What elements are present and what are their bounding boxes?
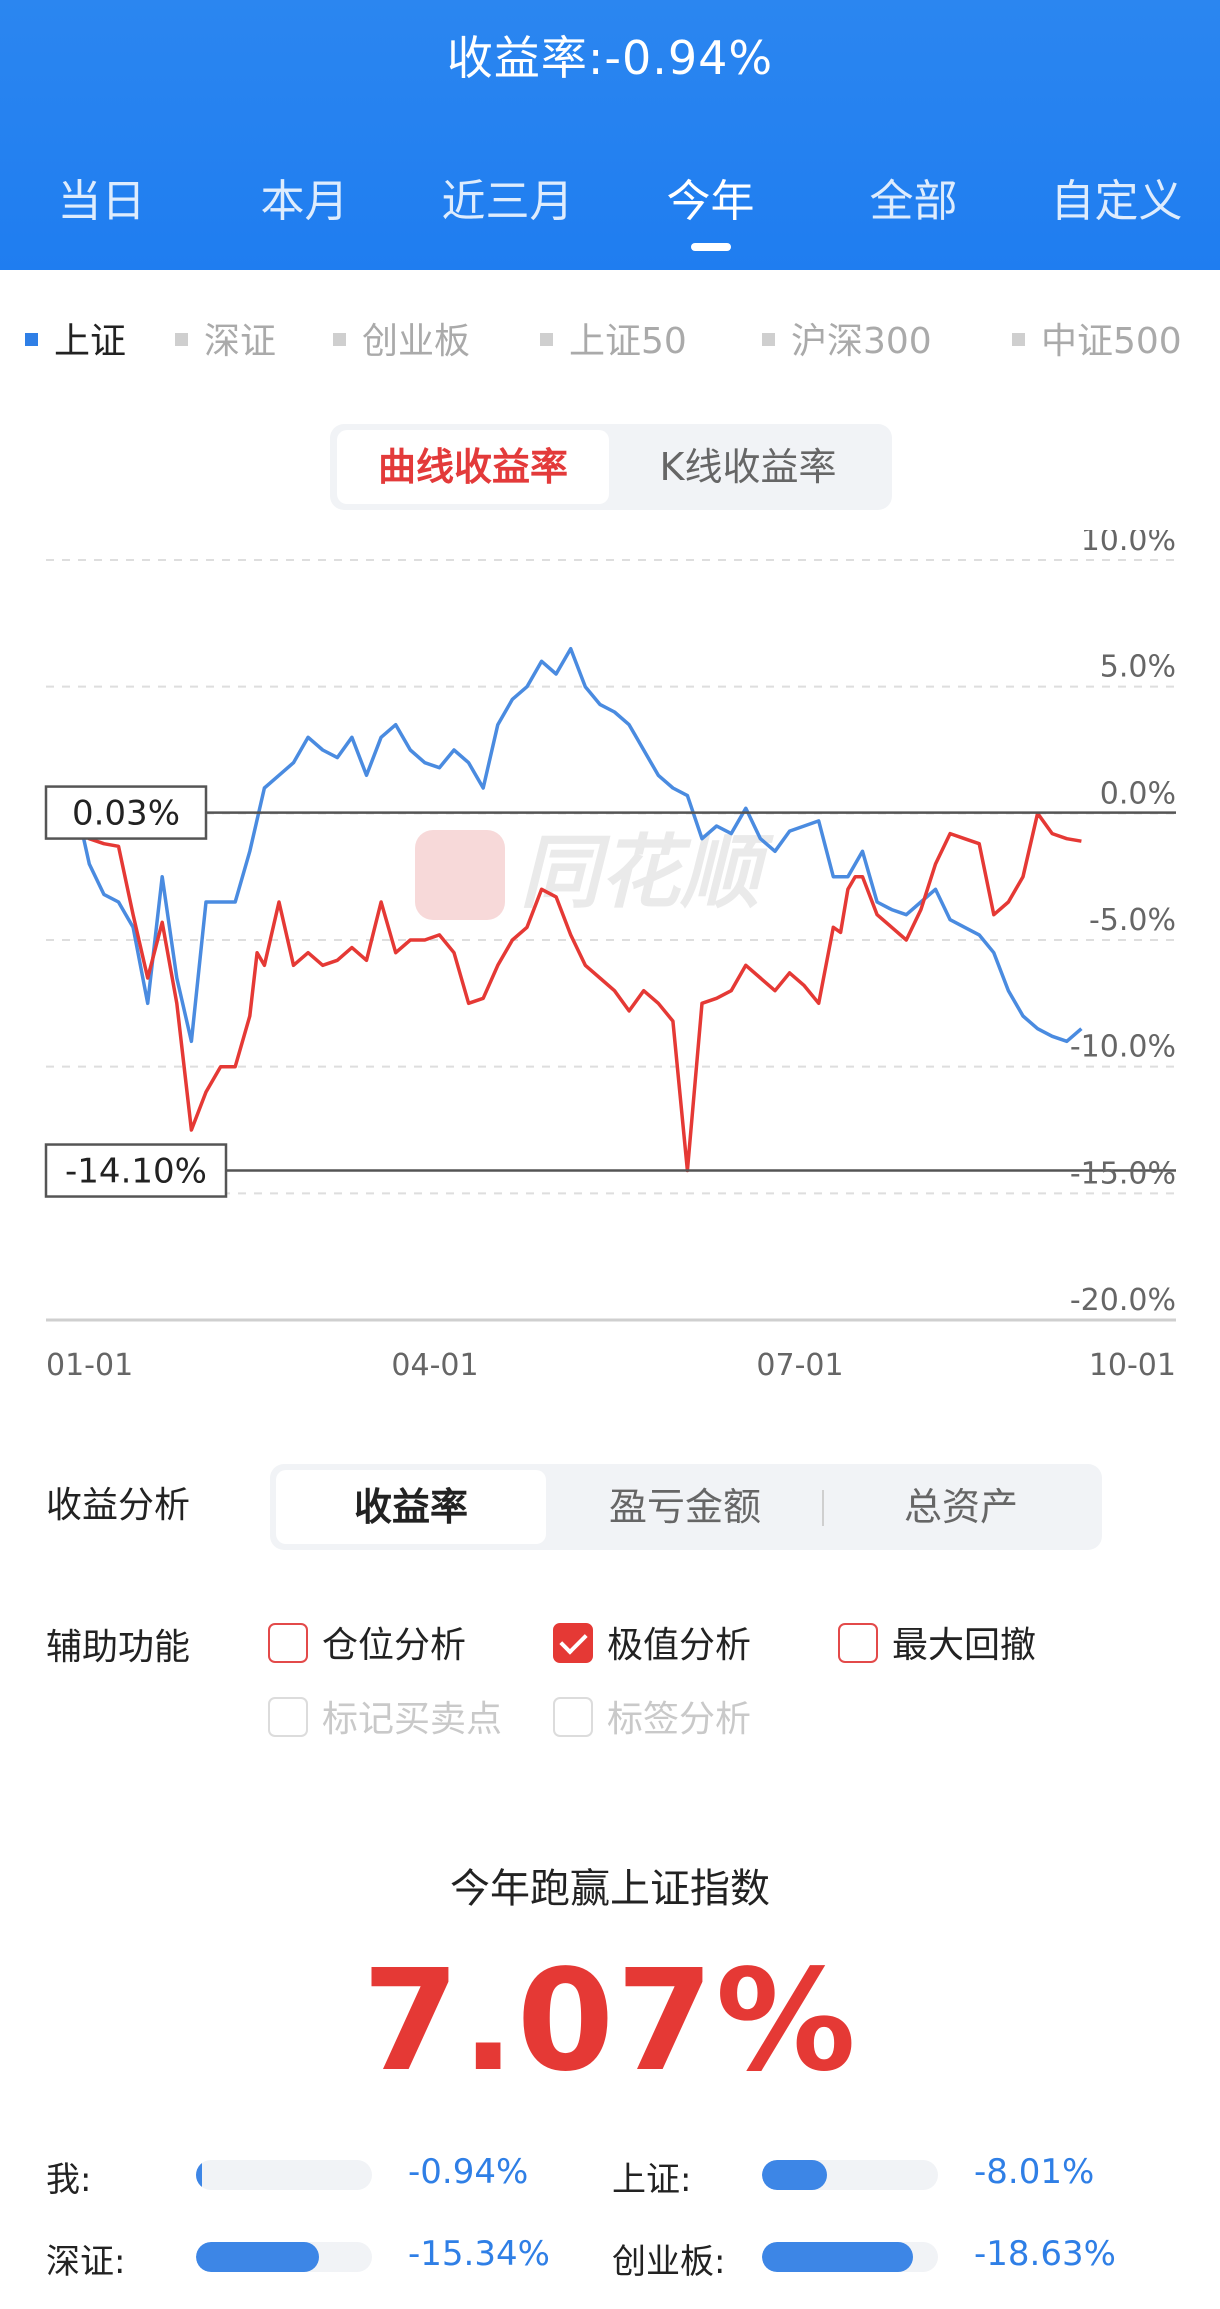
comparison-name-chinext: 创业板: (612, 2242, 726, 2282)
index-tab-shanghai[interactable]: 上证 (25, 312, 126, 364)
tab-this-year-label: 今年 (666, 176, 755, 227)
y-tick-label: -15.0% (1070, 1156, 1176, 1191)
return-rate-title: 收益率:-0.94% (446, 31, 774, 85)
beat-index-value: 7.07% (362, 1940, 858, 2103)
y-tick-label: 5.0% (1100, 650, 1176, 685)
index-tab-label: 创业板 (362, 321, 471, 362)
checkbox-icon (553, 1697, 593, 1737)
watermark-text: 同花顺 (520, 826, 774, 919)
comparison-bar-fill (196, 2160, 202, 2190)
comparison-value-chinext: -18.63% (974, 2234, 1116, 2274)
curve-return-button[interactable]: 曲线收益率 (337, 430, 609, 504)
tab-custom[interactable]: 自定义 (1050, 176, 1183, 227)
max-marker-box (44, 785, 208, 840)
legend-dot-icon (25, 332, 38, 346)
checkbox-label: 极值分析 (607, 1625, 752, 1666)
comparison-value-shanghai: -8.01% (974, 2152, 1095, 2192)
beat-index-label: 今年跑赢上证指数 (450, 1866, 770, 1912)
y-tick-label: -10.0% (1070, 1030, 1176, 1065)
tab-three-months[interactable]: 近三月 (441, 176, 574, 227)
checkbox-icon (268, 1697, 308, 1737)
y-tick-label: -20.0% (1070, 1283, 1176, 1318)
legend-dot-icon (762, 332, 775, 346)
index-tab-label: 上证50 (569, 321, 687, 362)
position-analysis-checkbox[interactable]: 仓位分析 (268, 1616, 466, 1668)
comparison-name-shenzhen: 深证: (46, 2242, 126, 2282)
index-tab-chinext[interactable]: 创业板 (333, 312, 470, 364)
watermark-logo-icon (415, 830, 505, 920)
x-tick-label: 04-01 (391, 1348, 478, 1383)
max-marker-label: 0.03% (72, 794, 180, 834)
tab-all[interactable]: 全部 (869, 176, 958, 227)
y-tick-label: 0.0% (1100, 776, 1176, 811)
checkbox-label: 标签分析 (607, 1699, 752, 1740)
extreme-analysis-checkbox[interactable]: 极值分析 (553, 1616, 751, 1668)
checkbox-label: 标记买卖点 (322, 1699, 503, 1740)
index-tab-shenzhen[interactable]: 深证 (175, 312, 276, 364)
y-tick-label: -5.0% (1089, 903, 1176, 938)
comparison-name-mine: 我: (46, 2160, 92, 2200)
min-marker-box (44, 1143, 228, 1198)
return-rate-button[interactable]: 收益率 (276, 1470, 546, 1544)
max-drawdown-checkbox[interactable]: 最大回撤 (838, 1616, 1036, 1668)
total-assets-button[interactable]: 总资产 (903, 1485, 1018, 1529)
min-marker-label: -14.10% (65, 1152, 207, 1192)
y-tick-label: 10.0% (1081, 530, 1176, 558)
tag-analysis-checkbox: 标签分析 (553, 1690, 751, 1742)
segment-divider (822, 1490, 824, 1526)
checkbox-icon (838, 1623, 878, 1663)
legend-dot-icon (175, 332, 188, 346)
analysis-mode-toggle: 收益率 盈亏金额 总资产 (270, 1464, 1102, 1550)
index-tab-label: 沪深300 (791, 321, 932, 362)
index-selector: 上证 深证 创业板 上证50 沪深300 中证500 (0, 312, 1220, 362)
profit-loss-button[interactable]: 盈亏金额 (608, 1485, 761, 1529)
index-tab-csi300[interactable]: 沪深300 (762, 312, 932, 364)
analysis-label: 收益分析 (46, 1485, 191, 1526)
checkbox-label: 最大回撤 (892, 1625, 1037, 1666)
tab-today[interactable]: 当日 (57, 176, 146, 227)
tab-this-month[interactable]: 本月 (260, 176, 349, 227)
comparison-bar-fill (762, 2160, 828, 2190)
mark-trades-checkbox: 标记买卖点 (268, 1690, 502, 1742)
comparison-value-mine: -0.94% (408, 2152, 529, 2192)
legend-dot-icon (1012, 332, 1025, 346)
x-tick-label: 01-01 (46, 1348, 133, 1383)
x-tick-label: 10-01 (1089, 1348, 1176, 1383)
checkbox-icon (268, 1623, 308, 1663)
comparison-bar-mine (196, 2160, 372, 2190)
index-tab-sse50[interactable]: 上证50 (540, 312, 687, 364)
header: 收益率:-0.94% 当日 本月 近三月 今年 全部 自定义 (0, 0, 1220, 270)
chart-type-toggle: 曲线收益率 K线收益率 (330, 424, 892, 510)
x-tick-label: 07-01 (756, 1348, 843, 1383)
kline-return-button[interactable]: K线收益率 (659, 445, 837, 489)
index-return-line (80, 646, 1083, 1044)
comparison-value-shenzhen: -15.34% (408, 2234, 550, 2274)
watermark-logo: 同花顺 (415, 826, 774, 920)
comparison-bar-fill (196, 2242, 320, 2272)
legend-dot-icon (540, 332, 553, 346)
return-line-chart[interactable]: 同花顺 0.03% -14.10% 10.0% 5.0% 0.0% -5.0% -10.0… (0, 530, 1220, 1400)
comparison-name-shanghai: 上证: (612, 2160, 692, 2200)
index-tab-label: 深证 (204, 321, 277, 362)
checkbox-label: 仓位分析 (322, 1625, 467, 1666)
checkbox-checked-icon (553, 1623, 593, 1663)
aux-functions-label: 辅助功能 (46, 1627, 191, 1668)
comparison-bar-fill (762, 2242, 914, 2272)
comparison-bar-chinext (762, 2242, 938, 2272)
active-tab-indicator (690, 243, 731, 251)
index-tab-label: 上证 (54, 321, 127, 362)
comparison-bar-shenzhen (196, 2242, 372, 2272)
index-tab-csi500[interactable]: 中证500 (1012, 312, 1182, 364)
legend-dot-icon (333, 332, 346, 346)
time-range-tabs: 当日 本月 近三月 今年 全部 自定义 (0, 165, 1220, 251)
tab-this-year[interactable]: 今年 (609, 165, 812, 251)
index-tab-label: 中证500 (1041, 321, 1182, 362)
my-return-line (80, 811, 1082, 1173)
comparison-bar-shanghai (762, 2160, 938, 2190)
